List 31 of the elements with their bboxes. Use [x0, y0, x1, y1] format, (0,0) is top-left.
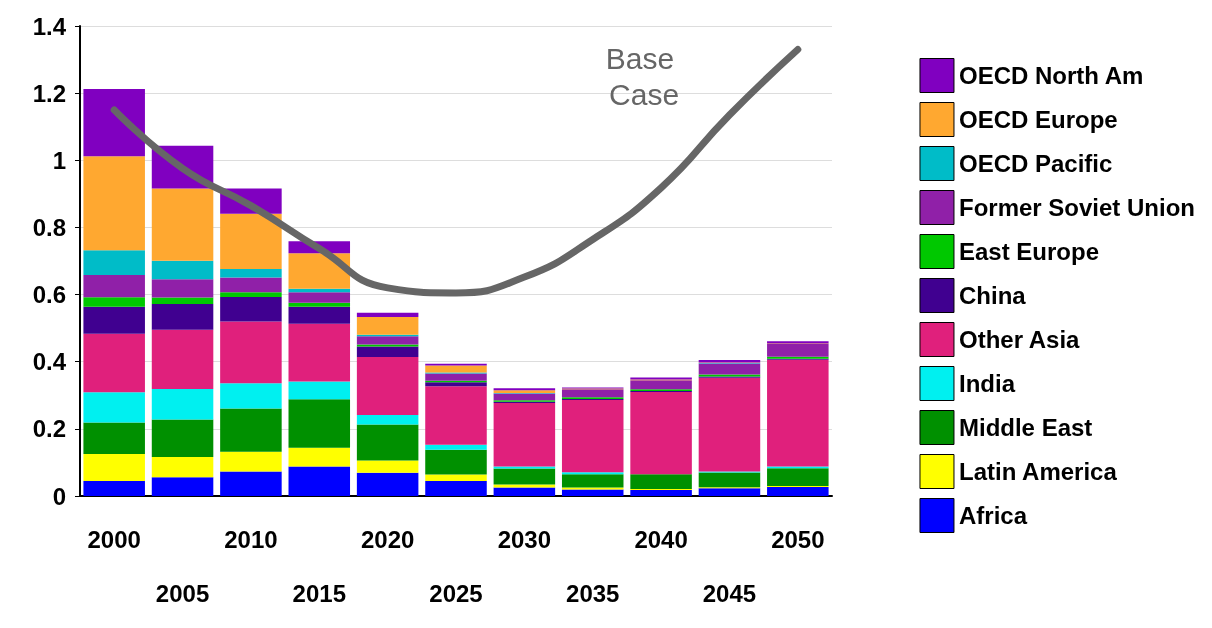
legend-label: India — [958, 370, 1016, 397]
series-label: Base Case — [605, 42, 683, 112]
y-tick-label: 0.6 — [32, 281, 66, 309]
x-tick-label: 2025 — [429, 579, 483, 607]
x-tick-label: 2050 — [771, 525, 825, 553]
y-tick-label: 0.2 — [32, 415, 66, 443]
y-tick-label: 0.8 — [32, 213, 66, 241]
legend-label: Other Asia — [958, 326, 1081, 353]
y-tick-label: 0.4 — [32, 348, 67, 376]
x-tick-label: 2020 — [360, 525, 415, 553]
y-tick-label: 1.4 — [32, 12, 67, 40]
legend-label: OECD Pacific — [958, 150, 1113, 177]
legend-label: Middle East — [958, 414, 1093, 441]
x-tick-label: 2045 — [702, 579, 757, 607]
x-tick-label: 2030 — [497, 525, 552, 553]
x-tick-label: 2040 — [634, 525, 688, 553]
legend-label: OECD Europe — [958, 106, 1118, 133]
y-tick-label: 1 — [52, 146, 66, 174]
x-tick-label: 2010 — [224, 525, 278, 553]
legend-label: Africa — [958, 502, 1028, 529]
legend-label: Former Soviet Union — [958, 194, 1195, 221]
legend-label: East Europe — [958, 238, 1100, 265]
x-tick-label: 2000 — [87, 525, 141, 553]
y-tick-label: 0 — [52, 482, 66, 510]
x-tick-label: 2015 — [292, 579, 346, 607]
legend-label: OECD North Am — [958, 62, 1144, 89]
y-tick-label: 1.2 — [32, 79, 66, 107]
x-tick-label: 2005 — [155, 579, 210, 607]
legend-label: Latin America — [958, 458, 1118, 485]
x-tick-label: 2035 — [566, 579, 620, 607]
legend-label: China — [958, 282, 1027, 309]
